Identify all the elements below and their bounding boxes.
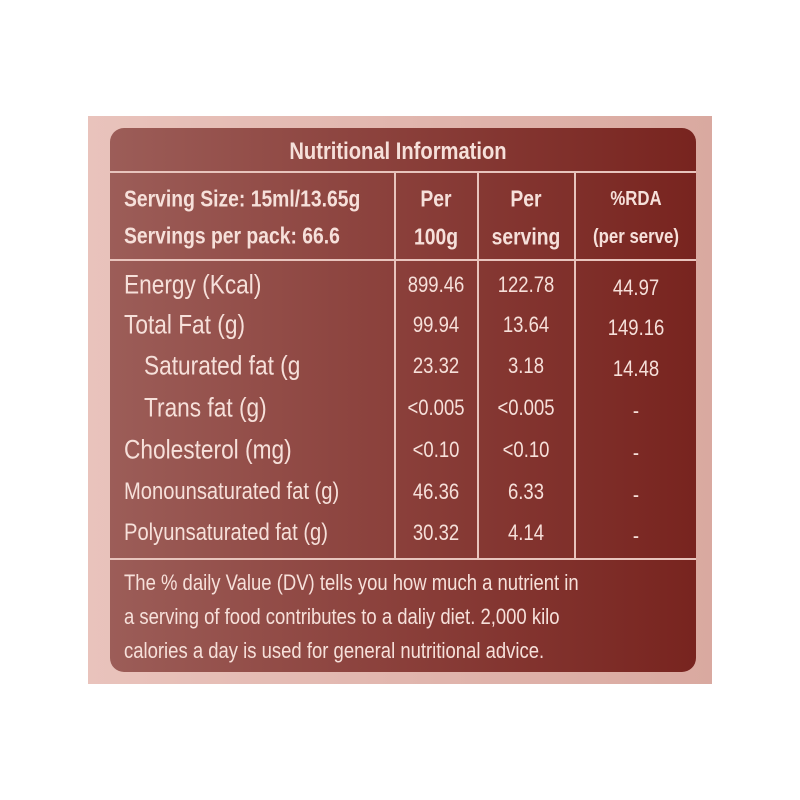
column-header: Per [420,185,452,212]
nutrient-value: 149.16 [607,315,665,340]
nutrient-value: 13.64 [502,312,550,337]
nutrient-value: <0.005 [497,395,555,420]
label-panel [110,128,696,672]
nutrient-value: 44.97 [612,275,660,300]
nutrient-value: 23.32 [412,353,460,378]
nutrient-value: 122.78 [497,272,555,297]
nutrient-label: Cholesterol (mg) [124,434,292,465]
nutrient-value: 30.32 [412,520,460,545]
divider [110,558,696,560]
nutrient-value: <0.10 [412,437,460,462]
divider [477,171,479,560]
nutrient-value: <0.005 [407,395,465,420]
nutrient-label: Monounsaturated fat (g) [124,478,340,505]
nutrient-value: 899.46 [407,272,465,297]
nutrient-value: - [632,523,640,548]
nutrient-label: Trans fat (g) [144,392,267,423]
nutrient-value: <0.10 [502,437,550,462]
title: Nutritional Information [289,138,507,165]
nutrient-label: Total Fat (g) [124,309,245,340]
divider [110,259,696,261]
column-header: (per serve) [593,226,679,248]
nutrient-value: 3.18 [508,353,544,378]
divider [574,171,576,560]
footnote-line: a serving of food contributes to a daliy… [124,604,560,629]
serving-size: Serving Size: 15ml/13.65g [124,185,361,212]
nutrient-value: - [632,440,640,465]
nutrient-value: - [632,482,640,507]
footnote-line: calories a day is used for general nutri… [124,638,545,663]
column-header: 100g [413,223,459,250]
nutrient-value: 4.14 [508,520,544,545]
servings-per-pack: Servings per pack: 66.6 [124,222,340,249]
nutrient-value: 14.48 [612,356,660,381]
nutrient-label: Saturated fat (g [144,350,301,381]
column-header: %RDA [610,188,662,210]
nutrient-label: Polyunsaturated fat (g) [124,519,328,546]
nutrient-value: - [632,398,640,423]
nutrient-value: 46.36 [412,479,460,504]
nutrient-label: Energy (Kcal) [124,269,262,300]
footnote-line: The % daily Value (DV) tells you how muc… [124,570,579,595]
divider [110,171,696,173]
column-header: serving [491,223,561,250]
nutrient-value: 6.33 [508,479,544,504]
column-header: Per [510,185,542,212]
nutrient-value: 99.94 [412,312,460,337]
divider [394,171,396,560]
